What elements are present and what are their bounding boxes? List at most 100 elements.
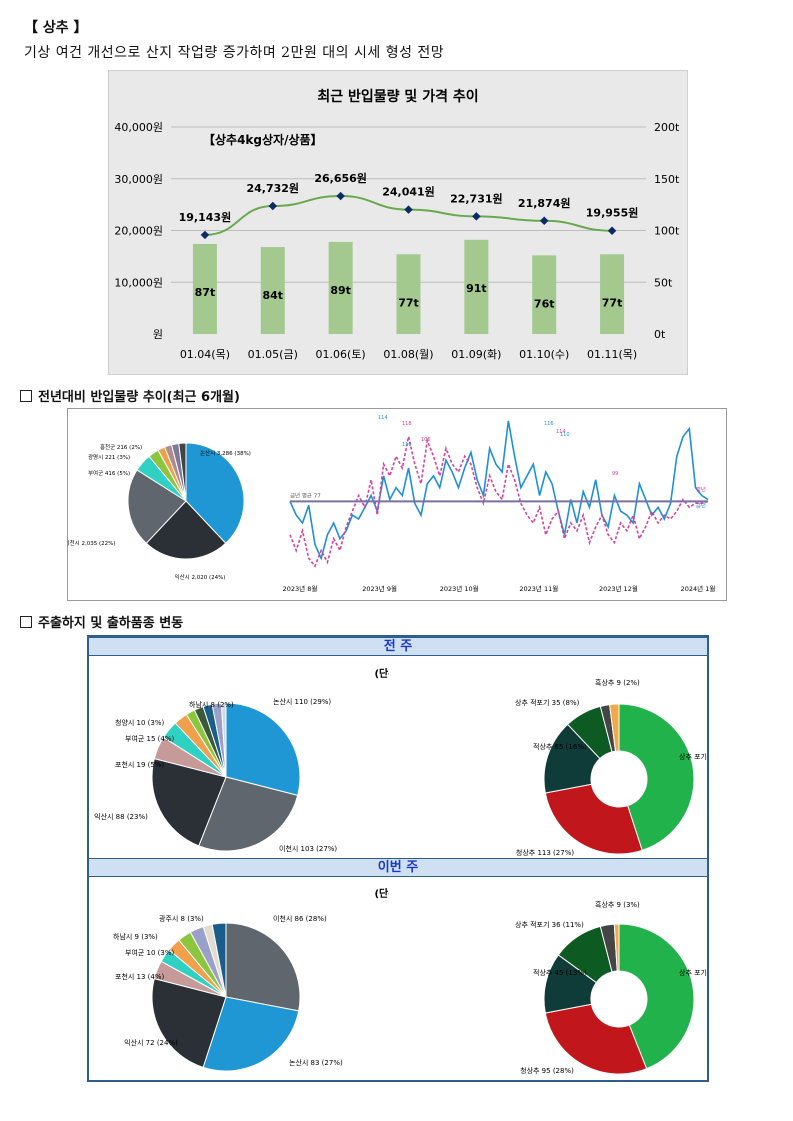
x-tick-label: 01.05(금) (248, 348, 298, 361)
pie-slice (178, 442, 187, 502)
pie-slice (151, 977, 227, 1069)
pie-slice (151, 757, 227, 847)
price-point (268, 201, 278, 211)
pie-label: 흑상추 9 (3%) (595, 900, 640, 909)
pie-label: 익산시 72 (24%) (124, 1038, 178, 1047)
bar-label: 77t (398, 296, 419, 309)
x-tick-label: 01.10(수) (519, 348, 569, 361)
x-tick-label: 01.09(화) (451, 348, 501, 361)
unit-label: (단위 : 톤, %) (374, 887, 389, 900)
section-2-label: 주출하지 및 출하품종 변동 (38, 616, 184, 631)
unit-label: (단위 : 톤, %) (374, 667, 389, 680)
prev-variety-donut: 상추 포기업 169 (45%) 청상추 113 (27%) 적상추 65 (16%… (515, 678, 707, 857)
bar-label: 89t (330, 284, 351, 297)
pie-label: 적상추 45 (13%) (533, 968, 587, 977)
bar (532, 255, 557, 334)
section-1-label: 전년대비 반입물량 추이(최근 6개월) (38, 390, 240, 405)
price-label: 24,041원 (382, 185, 435, 199)
six-month-panel: 논산시 3,286 (38%) 익산시 2,020 (24%) 이천시 2,035 … (67, 408, 727, 601)
pie-label: 적상추 65 (16%) (533, 742, 587, 751)
bar-label: 91t (466, 282, 487, 295)
band-this-week: 이번 주 (89, 858, 707, 877)
price-label: 19,955원 (586, 206, 639, 220)
pie-label: 부여군 416 (5%) (88, 469, 130, 477)
section-heading-2: 주출하지 및 출하품종 변동 (20, 612, 183, 631)
avg-label: 금년 평균 77 (290, 491, 321, 499)
peak-label: 110 (560, 432, 570, 438)
pie-slice (618, 703, 695, 851)
pie-slice (145, 500, 227, 560)
series-line (289, 420, 709, 561)
price-label: 22,731원 (450, 191, 503, 205)
pie-label: 포천시 19 (5%) (115, 760, 165, 769)
origin-share-pie: 논산시 3,286 (38%) 익산시 2,020 (24%) 이천시 2,035 … (68, 442, 251, 581)
pie-slice (220, 702, 227, 778)
bar (396, 254, 421, 334)
pie-slice (544, 1003, 648, 1075)
x-tick-label: 01.11(목) (587, 348, 637, 361)
legend-curr: 금년 (696, 501, 706, 509)
left-tick-label: 원 (153, 328, 163, 341)
chart-title: 최근 반입물량 및 가격 추이 (317, 88, 478, 105)
pie-label: 광명시 221 (3%) (88, 454, 130, 461)
x-tick-label: 2023년 8월 (283, 584, 318, 593)
peak-label: 114 (556, 429, 566, 435)
left-tick-label: 10,000원 (114, 276, 163, 289)
x-tick-label: 2023년 10월 (440, 584, 479, 593)
price-point (404, 205, 413, 214)
price-point (472, 212, 481, 221)
pie-label: 이천시 86 (28%) (273, 914, 327, 923)
pie-label: 상추 포기업 169 (45%) (679, 752, 707, 761)
price-volume-chart: 최근 반입물량 및 가격 추이 【상추4kg상자/상품】 원 10,000원 20,00… (108, 70, 688, 375)
pie-label: 부여군 15 (4%) (125, 734, 175, 743)
volume-trend-line: 2023년 8월 2023년 9월 2023년 10월 2023년 11월 2023년 … (283, 415, 716, 593)
pie-slice (198, 776, 299, 852)
pie-label: 논산시 110 (29%) (273, 697, 331, 706)
peak-label: 116 (544, 421, 554, 427)
pie-label: 하남시 8 (2%) (189, 700, 234, 709)
peak-label: 118 (402, 421, 412, 427)
price-volume-svg: 최근 반입물량 및 가격 추이 【상추4kg상자/상품】 원 10,000원 20,00… (114, 88, 680, 361)
band-prev-week: 전 주 (89, 637, 707, 656)
peak-label: 106 (421, 437, 431, 443)
right-tick-label: 50t (654, 276, 673, 289)
page-subtitle: 기상 여건 개선으로 산지 작업량 증가하며 2만원 대의 시세 형성 전망 (24, 45, 445, 61)
bar (192, 243, 217, 334)
left-tick-label: 20,000원 (114, 225, 163, 238)
left-tick-label: 30,000원 (114, 173, 163, 186)
bar (600, 254, 625, 334)
pie-label: 홍천군 216 (2%) (100, 443, 142, 451)
weekly-compare-panel: 전 주 전 주 (단위 : 톤, %) 논산시 110 (29%) 이천시 103 (… (87, 635, 709, 1082)
right-tick-label: 150t (654, 173, 680, 186)
prev-origin-pie: 전 주 (단위 : 톤, %) 논산시 110 (29%) 이천시 103 (27%)… (89, 659, 389, 853)
square-bullet-icon (20, 616, 32, 628)
pie-slice (225, 922, 301, 1012)
peak-label: 99 (612, 471, 618, 477)
hidden-title: 전 주 (89, 659, 91, 660)
price-label: 19,143원 (179, 210, 232, 224)
pie-label: 논산시 83 (27%) (289, 1058, 343, 1067)
x-tick-label: 2024년 1월 (681, 584, 716, 593)
price-point (607, 226, 617, 235)
x-tick-label: 2023년 11월 (519, 584, 558, 593)
pie-slice (127, 469, 187, 544)
bar-label: 84t (262, 289, 283, 302)
page-title: 【 상추 】 (24, 20, 88, 36)
pie-label: 이천시 2,035 (22%) (68, 539, 115, 547)
pie-label: 청상추 113 (27%) (516, 848, 574, 857)
x-tick-label: 01.06(토) (316, 348, 366, 361)
curr-variety-donut: 상추 포기업 147 (44%) 청상추 95 (28%) 적상추 45 (13%)… (515, 900, 707, 1075)
pie-label: 상추 적포기 36 (11%) (515, 920, 584, 929)
pie-slice (609, 703, 620, 752)
x-tick-label: 01.08(월) (383, 348, 433, 361)
bar-label: 77t (602, 296, 623, 309)
bar (464, 239, 489, 334)
pie-label: 청상추 95 (28%) (520, 1066, 574, 1075)
right-tick-label: 0t (654, 328, 666, 341)
pie-slice (613, 923, 620, 972)
section-heading-1: 전년대비 반입물량 추이(최근 6개월) (20, 386, 240, 405)
bar-label: 76t (534, 297, 555, 310)
price-label: 21,874원 (518, 196, 571, 210)
pie-slice (185, 442, 245, 544)
pie-label: 하남시 9 (3%) (113, 932, 158, 941)
